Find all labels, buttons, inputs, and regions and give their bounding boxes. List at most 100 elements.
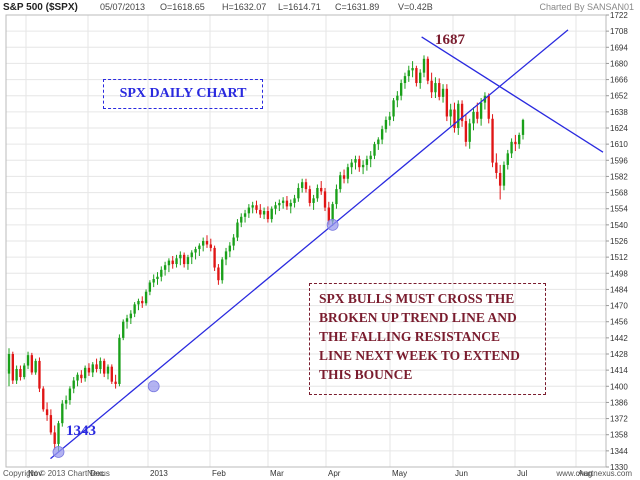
candle-body (42, 388, 45, 410)
candle-body (232, 237, 235, 246)
candle-body (339, 175, 342, 190)
candle-body (502, 164, 506, 186)
candle-body (190, 252, 193, 258)
candle-body (7, 354, 11, 374)
candle-body (491, 118, 494, 163)
candle-body (251, 205, 254, 208)
candle-body (392, 100, 395, 117)
candle-body (308, 189, 311, 203)
low-label: 1343 (66, 423, 96, 439)
candle-body (114, 381, 117, 384)
candle-body (464, 121, 468, 142)
x-tick-label: Apr (328, 469, 341, 478)
y-tick-label: 1512 (610, 253, 628, 262)
candle-body (34, 360, 37, 373)
y-tick-label: 1540 (610, 221, 628, 230)
candle-body (422, 58, 426, 73)
candle-body (160, 269, 163, 277)
candle-body (19, 368, 22, 378)
candle-body (320, 187, 323, 192)
x-tick-label: Jun (455, 469, 468, 478)
candle-body (45, 409, 49, 416)
candle-body (300, 182, 304, 188)
open-value: O=1618.65 (160, 2, 205, 12)
candle-body (221, 259, 224, 281)
candle-body (327, 207, 331, 222)
candle-body (278, 202, 281, 206)
y-tick-label: 1610 (610, 140, 628, 149)
y-tick-label: 1652 (610, 92, 628, 101)
candle-body (297, 187, 300, 199)
candle-body (26, 355, 30, 366)
candle-body (426, 58, 429, 81)
candle-body (342, 175, 346, 179)
candle-body (106, 366, 110, 374)
candle-body (144, 291, 148, 304)
candle-body (201, 241, 205, 246)
x-tick-label: Nov (28, 469, 42, 478)
candle-body (64, 400, 68, 404)
y-tick-label: 1582 (610, 172, 628, 181)
candle-body (495, 162, 498, 173)
y-tick-label: 1568 (610, 189, 628, 198)
x-tick-label: Dec (90, 469, 104, 478)
candle-body (281, 200, 285, 203)
candle-body (103, 360, 106, 374)
x-tick-label: May (392, 469, 407, 478)
up-trend-line (50, 29, 569, 460)
date-label: 05/07/2013 (100, 2, 146, 12)
y-tick-label: 1456 (610, 318, 628, 327)
candle-body (262, 211, 266, 215)
volume-value: V=0.42B (398, 2, 433, 12)
candle-body (171, 260, 174, 265)
candle-body (388, 116, 391, 120)
candle-body (80, 374, 83, 379)
candle-body (122, 321, 125, 338)
candle-body (487, 95, 490, 119)
note-box: SPX BULLS MUST CROSS THE BROKEN UP TREND… (309, 283, 546, 395)
candle-body (91, 364, 94, 373)
candles (7, 55, 525, 453)
candle-body (49, 415, 53, 433)
candle-body (304, 182, 308, 190)
candle-body (266, 211, 270, 220)
candle-body (430, 80, 433, 93)
candle-body (156, 276, 159, 280)
y-tick-label: 1694 (610, 43, 628, 52)
candle-body (460, 103, 464, 122)
candle-body (335, 189, 338, 205)
candle-body (407, 70, 410, 77)
candle-body (186, 257, 190, 265)
resistance-line (421, 36, 604, 153)
chart-title-box: SPX DAILY CHART (103, 79, 263, 109)
candle-body (346, 167, 350, 179)
candle-body (445, 88, 449, 117)
candle-body (411, 68, 414, 71)
y-tick-label: 1372 (610, 415, 628, 424)
candle-body (209, 244, 212, 248)
candle-body (316, 187, 319, 199)
candle-body (396, 95, 399, 101)
chart-footer: Copyright © 2013 ChartNexus www.chartnex… (0, 469, 640, 480)
y-tick-label: 1330 (610, 463, 628, 472)
candle-body (129, 313, 133, 319)
candle-body (434, 83, 437, 93)
y-tick-label: 1386 (610, 398, 628, 407)
candle-body (312, 198, 315, 203)
candle-body (419, 72, 422, 84)
candle-body (99, 360, 102, 369)
y-tick-label: 1708 (610, 27, 628, 36)
copyright-label: Copyright © 2013 ChartNexus (3, 469, 110, 478)
y-tick-label: 1638 (610, 108, 628, 117)
y-tick-label: 1554 (610, 205, 628, 214)
y-tick-label: 1484 (610, 285, 628, 294)
candle-body (152, 279, 155, 283)
candle-body (498, 172, 502, 186)
y-tick-label: 1344 (610, 447, 628, 456)
candle-body (23, 365, 26, 378)
candle-body (76, 374, 79, 381)
candle-body (468, 123, 471, 142)
candle-body (205, 241, 209, 245)
candle-body (369, 155, 372, 160)
